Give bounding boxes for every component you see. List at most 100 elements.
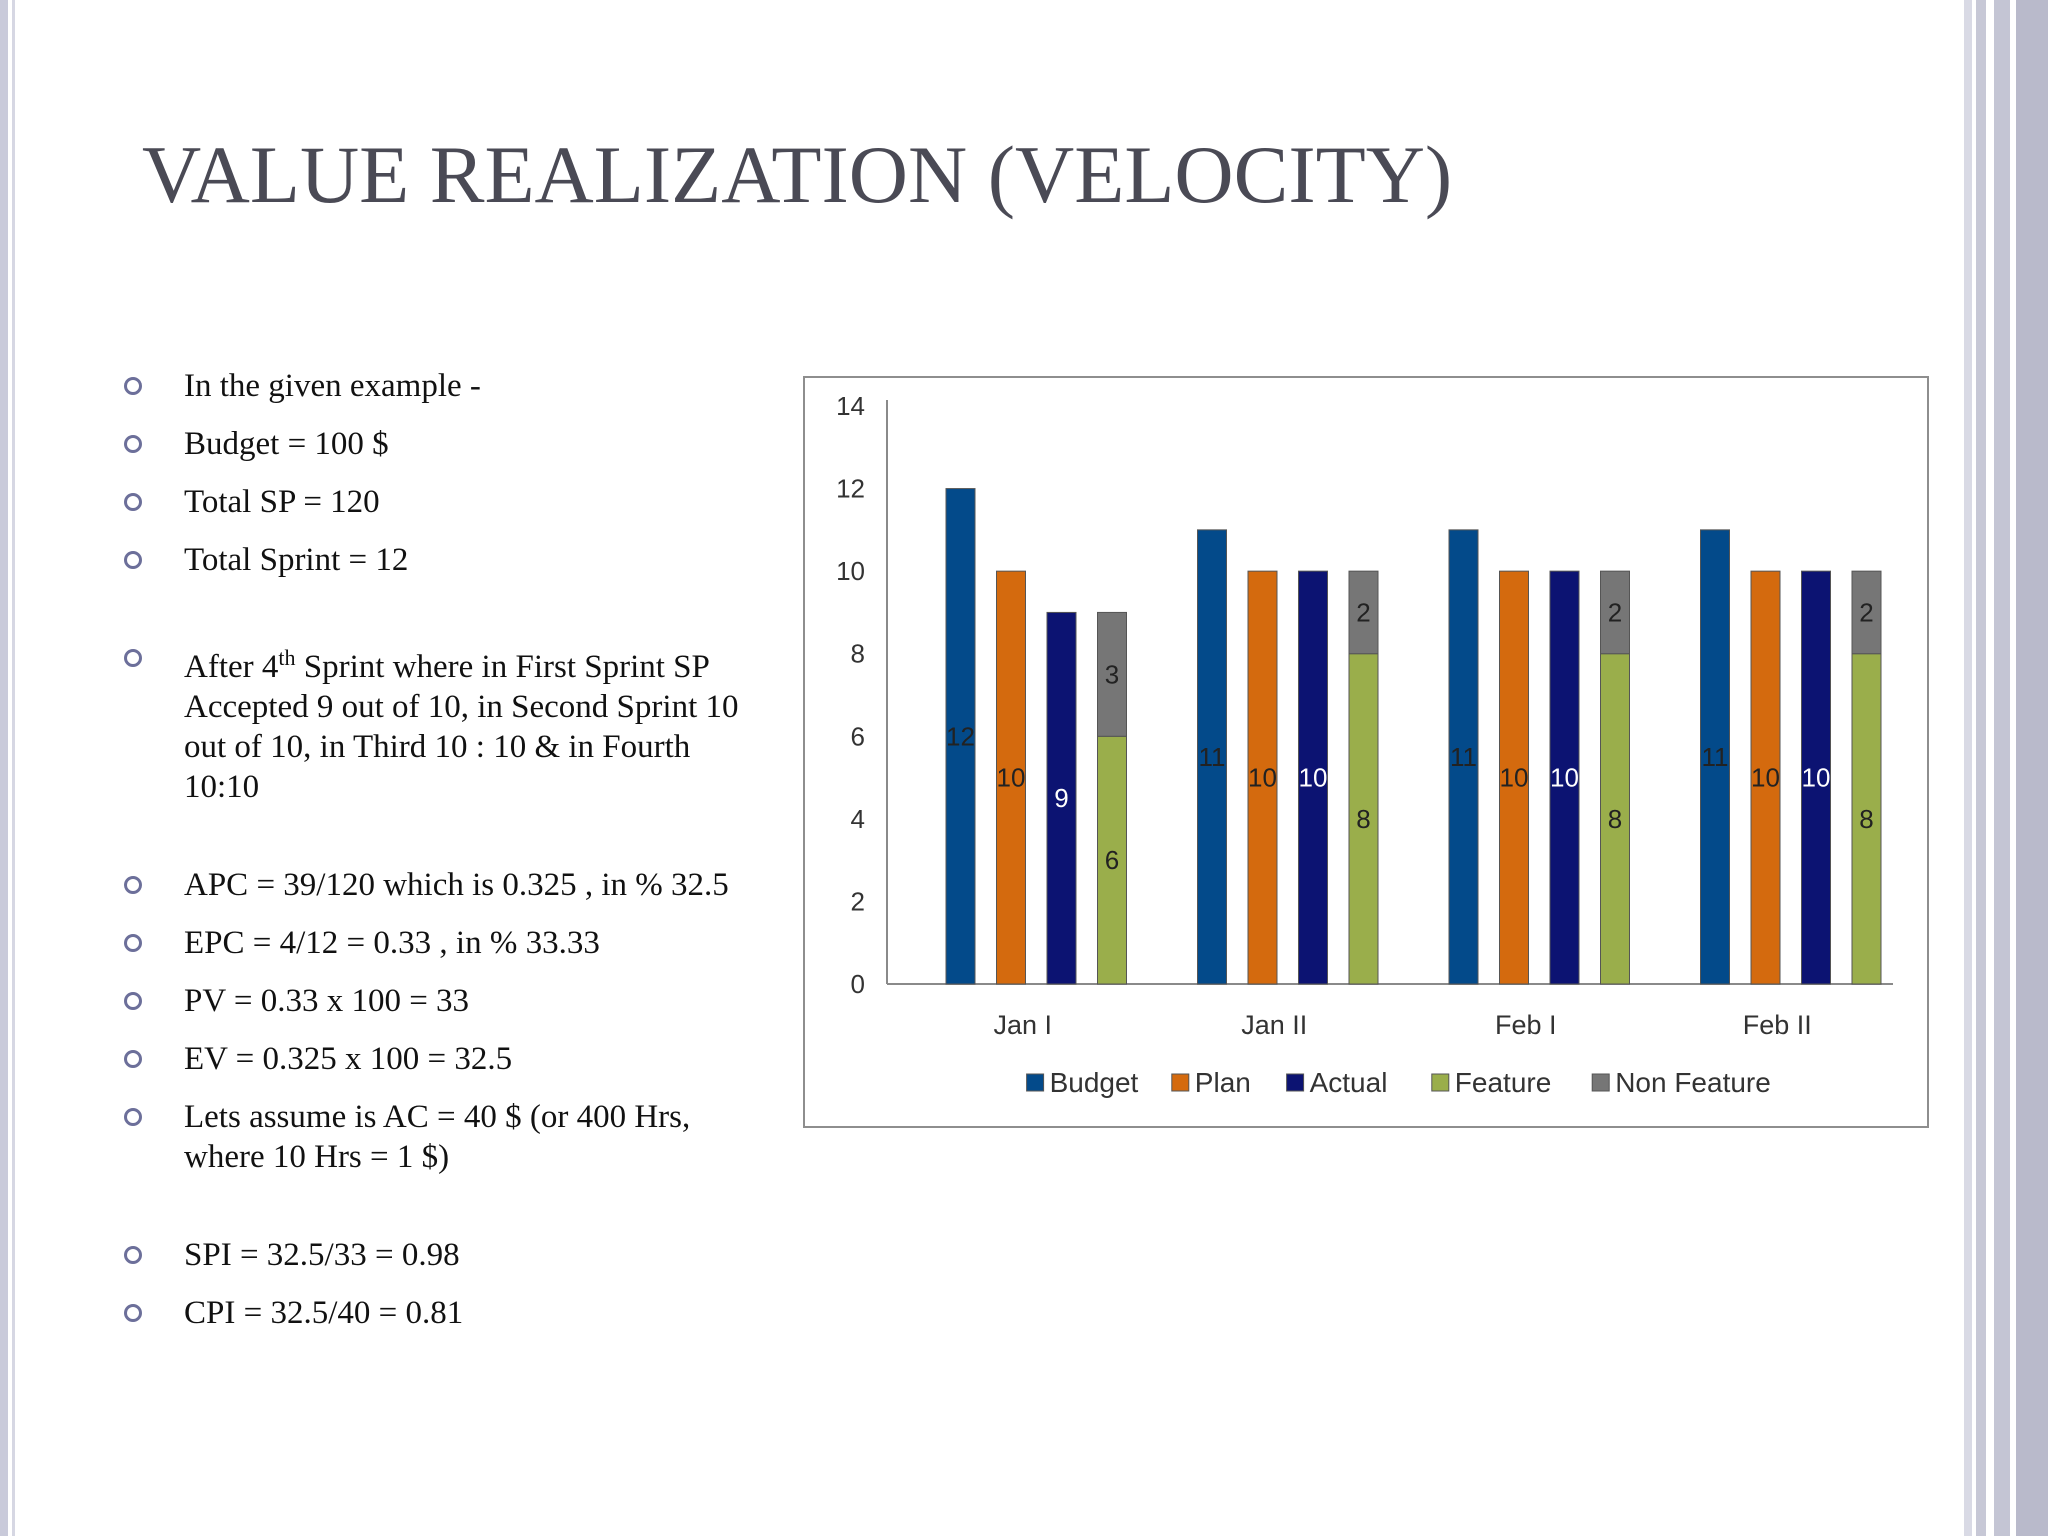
legend-swatch bbox=[1171, 1073, 1190, 1092]
bullet-text: APC = 39/120 which is 0.325 , in % 32.5 bbox=[184, 867, 729, 903]
bar-actual bbox=[1549, 570, 1580, 985]
legend-label: Feature bbox=[1455, 1067, 1552, 1098]
bullet-item: Total SP = 120 bbox=[120, 482, 770, 522]
bullet-text: PV = 0.33 x 100 = 33 bbox=[184, 983, 470, 1019]
bullet-text: Total SP = 120 bbox=[184, 484, 380, 520]
bullet-marker-icon bbox=[124, 1108, 142, 1126]
data-label: 2 bbox=[1608, 597, 1622, 627]
data-label: 10 bbox=[997, 763, 1026, 793]
bullet-text: EV = 0.325 x 100 = 32.5 bbox=[184, 1041, 513, 1077]
bar-actual bbox=[1298, 570, 1328, 985]
bar-feature bbox=[1097, 735, 1127, 985]
right-border-decoration bbox=[1964, 0, 2048, 1536]
bullet-item: Budget = 100 $ bbox=[120, 424, 770, 464]
bar-budget bbox=[945, 488, 976, 985]
bullet-marker-icon bbox=[124, 649, 142, 667]
legend-swatch bbox=[1026, 1073, 1045, 1092]
bullet-item: EPC = 4/12 = 0.33 , in % 33.33 bbox=[120, 923, 770, 963]
data-label: 10 bbox=[1751, 763, 1780, 793]
bullet-text: Budget = 100 $ bbox=[184, 426, 389, 462]
legend-swatch bbox=[1286, 1073, 1305, 1092]
y-tick-label: 4 bbox=[851, 804, 865, 834]
data-label: 8 bbox=[1356, 804, 1370, 834]
bullet-superscript: th bbox=[278, 645, 296, 670]
bullet-item: SPI = 32.5/33 = 0.98 bbox=[120, 1235, 770, 1275]
y-tick-label: 14 bbox=[836, 391, 865, 421]
legend-label: Plan bbox=[1195, 1067, 1251, 1098]
x-tick-label: Jan II bbox=[1241, 1010, 1307, 1040]
bullet-text: Total Sprint = 12 bbox=[184, 542, 409, 578]
data-label: 3 bbox=[1105, 659, 1119, 689]
bar-budget bbox=[1700, 529, 1730, 985]
legend-swatch bbox=[1431, 1073, 1450, 1092]
legend-swatch bbox=[1591, 1073, 1610, 1092]
bar-plan bbox=[1499, 570, 1529, 985]
bar-actual bbox=[1046, 611, 1077, 985]
x-tick-label: Jan I bbox=[993, 1010, 1052, 1040]
slide-title: VALUE REALIZATION (VELOCITY) bbox=[142, 129, 1453, 220]
bullet-item: APC = 39/120 which is 0.325 , in % 32.5 bbox=[120, 865, 770, 905]
y-tick-label: 10 bbox=[836, 556, 865, 586]
bar-actual bbox=[1801, 570, 1831, 985]
legend-label: Actual bbox=[1310, 1067, 1388, 1098]
bullet-marker-icon bbox=[124, 1050, 142, 1068]
y-tick-label: 0 bbox=[851, 969, 865, 999]
data-label: 2 bbox=[1859, 597, 1873, 627]
bar-budget bbox=[1448, 529, 1479, 985]
data-label: 10 bbox=[1500, 763, 1529, 793]
bullet-marker-icon bbox=[124, 551, 142, 569]
bullet-item: EV = 0.325 x 100 = 32.5 bbox=[120, 1039, 770, 1079]
bullet-item: After 4th Sprint where in First Sprint S… bbox=[120, 638, 770, 807]
bullet-text: CPI = 32.5/40 = 0.81 bbox=[184, 1295, 464, 1331]
bullet-text: Sprint where in First Sprint SP Accepted… bbox=[184, 649, 739, 805]
data-label: 11 bbox=[1450, 742, 1477, 772]
data-label: 11 bbox=[1199, 742, 1226, 772]
bar-plan bbox=[1750, 570, 1781, 985]
bullet-marker-icon bbox=[124, 435, 142, 453]
x-tick-label: Feb I bbox=[1495, 1010, 1557, 1040]
data-label: 10 bbox=[1299, 763, 1328, 793]
left-border-decoration bbox=[0, 0, 22, 1536]
bar-plan bbox=[996, 570, 1026, 985]
bullet-marker-icon bbox=[124, 377, 142, 395]
bullet-text: Lets assume is AC = 40 $ (or 400 Hrs, wh… bbox=[184, 1099, 691, 1175]
bar-non-feature bbox=[1097, 611, 1127, 737]
y-tick-label: 2 bbox=[851, 886, 865, 916]
velocity-chart: 0 2 4 6 8 10 12 14 12 10 9 6 3 Jan I 11 10 10 8 2 Jan II 11 1… bbox=[803, 376, 1929, 1128]
bullet-marker-icon bbox=[124, 992, 142, 1010]
bar-non-feature bbox=[1600, 570, 1630, 655]
bar-non-feature bbox=[1851, 570, 1882, 655]
data-label: 9 bbox=[1054, 783, 1068, 813]
bar-feature bbox=[1600, 653, 1630, 985]
legend-label: Budget bbox=[1050, 1067, 1139, 1098]
bullet-text: In the given example - bbox=[184, 368, 481, 404]
chart-svg: 0 2 4 6 8 10 12 14 12 10 9 6 3 Jan I 11 10 10 8 2 Jan II 11 1… bbox=[836, 391, 1893, 1098]
bullet-text: SPI = 32.5/33 = 0.98 bbox=[184, 1237, 460, 1273]
data-label: 12 bbox=[946, 721, 975, 751]
data-label: 2 bbox=[1356, 597, 1370, 627]
y-tick-label: 8 bbox=[851, 639, 865, 669]
bullet-marker-icon bbox=[124, 1246, 142, 1264]
bullet-item: PV = 0.33 x 100 = 33 bbox=[120, 981, 770, 1021]
legend-label: Non Feature bbox=[1615, 1067, 1771, 1098]
data-label: 11 bbox=[1702, 742, 1729, 772]
bullet-item: In the given example - bbox=[120, 366, 770, 406]
bar-plan bbox=[1247, 570, 1278, 985]
data-label: 8 bbox=[1859, 804, 1873, 834]
data-label: 10 bbox=[1550, 763, 1579, 793]
bullet-text: EPC = 4/12 = 0.33 , in % 33.33 bbox=[184, 925, 600, 961]
data-label: 8 bbox=[1608, 804, 1622, 834]
x-tick-label: Feb II bbox=[1743, 1010, 1812, 1040]
data-label: 10 bbox=[1802, 763, 1831, 793]
y-tick-label: 6 bbox=[851, 721, 865, 751]
y-tick-label: 12 bbox=[836, 474, 865, 504]
bullet-item: CPI = 32.5/40 = 0.81 bbox=[120, 1293, 770, 1333]
bar-feature bbox=[1348, 653, 1379, 985]
bullet-marker-icon bbox=[124, 1304, 142, 1322]
bullet-marker-icon bbox=[124, 493, 142, 511]
bullet-text: After 4 bbox=[184, 649, 279, 685]
bullet-item: Total Sprint = 12 bbox=[120, 540, 770, 580]
data-label: 6 bbox=[1105, 845, 1119, 875]
bar-budget bbox=[1197, 529, 1227, 985]
